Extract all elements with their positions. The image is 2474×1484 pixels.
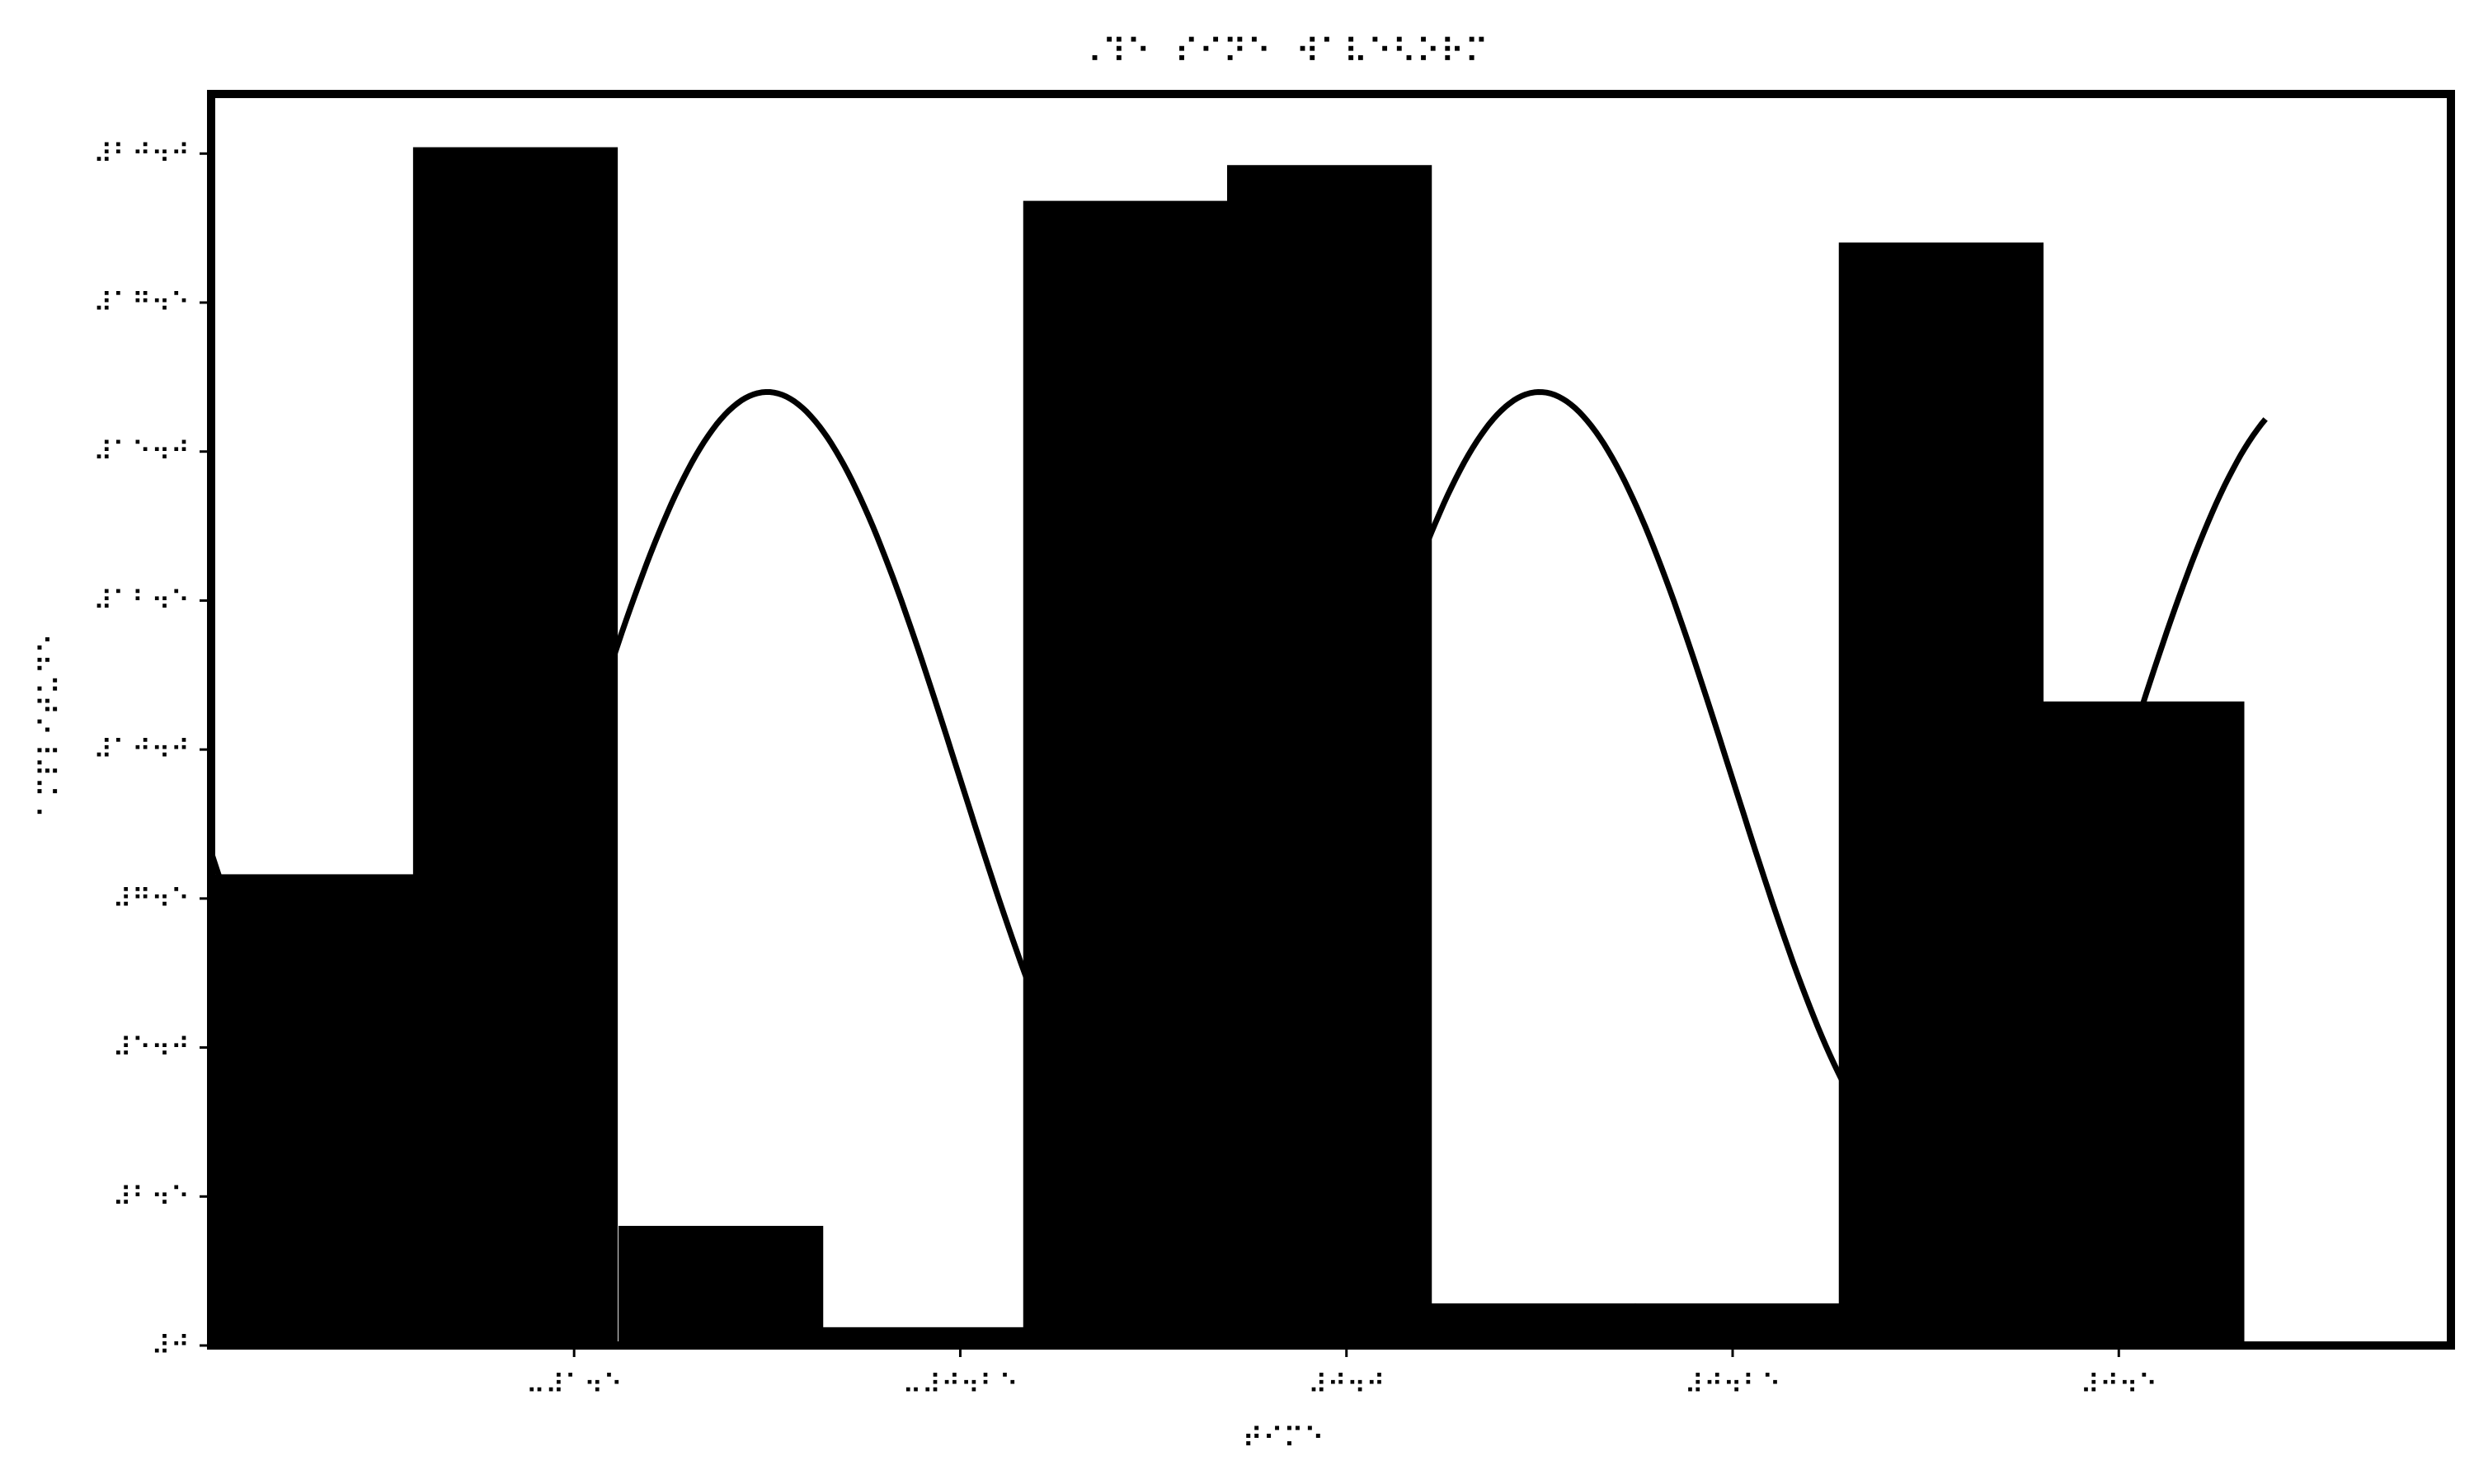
line-layer (208, 389, 2268, 1170)
x-tick-label: ⠼⠚⠲⠚ (1308, 1369, 1385, 1400)
y-tick-label: ⠼⠃⠚⠲⠚ (93, 138, 190, 169)
y-axis-label: ⠁⠍⠏⠇⠊⠞⠥⠙⠑ (34, 633, 67, 818)
y-tick-label: ⠼⠛⠲⠑ (112, 883, 190, 914)
y-ticks-layer: ⠼⠚ ⠼⠃⠲⠑ ⠼⠑⠲⠚ ⠼⠛⠲⠑ ⠼⠁⠚⠲⠚ ⠼⠁⠃⠲⠑ ⠼⠁⠑⠲⠚ ⠼⠁⠛⠲⠑ ⠼⠃⠚⠲⠚ (93, 138, 211, 1361)
x-tick-label: ⠤⠼⠚⠲⠃⠑ (902, 1369, 1018, 1400)
x-tick-label: ⠼⠚⠲⠃⠑ (1684, 1369, 1780, 1400)
bar-9 (2039, 701, 2245, 1346)
series-line (208, 389, 2268, 1170)
y-tick-label: ⠼⠁⠑⠲⠚ (93, 436, 190, 467)
bar-8 (1838, 242, 2044, 1346)
x-tick-label: ⠼⠚⠲⠑ (2080, 1369, 2157, 1400)
bar-6 (1431, 1303, 1636, 1346)
bar-4 (1023, 200, 1229, 1346)
x-tick-label: ⠤⠼⠁⠲⠑ (526, 1369, 623, 1400)
bar-7 (1634, 1303, 1840, 1346)
y-tick-label: ⠼⠚ (151, 1330, 190, 1361)
x-ticks-layer: ⠤⠼⠁⠲⠑ ⠤⠼⠚⠲⠃⠑ ⠼⠚⠲⠚ ⠼⠚⠲⠃⠑ ⠼⠚⠲⠑ (526, 1345, 2157, 1400)
bar-2 (618, 1225, 824, 1346)
y-tick-label: ⠼⠁⠛⠲⠑ (93, 287, 190, 318)
plot-frame (207, 90, 2455, 1350)
y-tick-label: ⠼⠑⠲⠚ (112, 1032, 190, 1064)
chart-title: ⠠⠹⠑⠀⠎⠊⠝⠑⠀⠺⠁⠧⠑⠣⠕⠗⠍ (1078, 33, 1489, 71)
bars-layer (209, 147, 2245, 1346)
y-tick-label: ⠼⠃⠲⠑ (112, 1181, 190, 1212)
y-tick-label: ⠼⠁⠃⠲⠑ (93, 585, 190, 616)
y-tick-label: ⠼⠁⠚⠲⠚ (93, 734, 190, 765)
x-axis-label: ⠞⠊⠍⠑ (1242, 1422, 1324, 1455)
bar-5 (1227, 165, 1432, 1346)
